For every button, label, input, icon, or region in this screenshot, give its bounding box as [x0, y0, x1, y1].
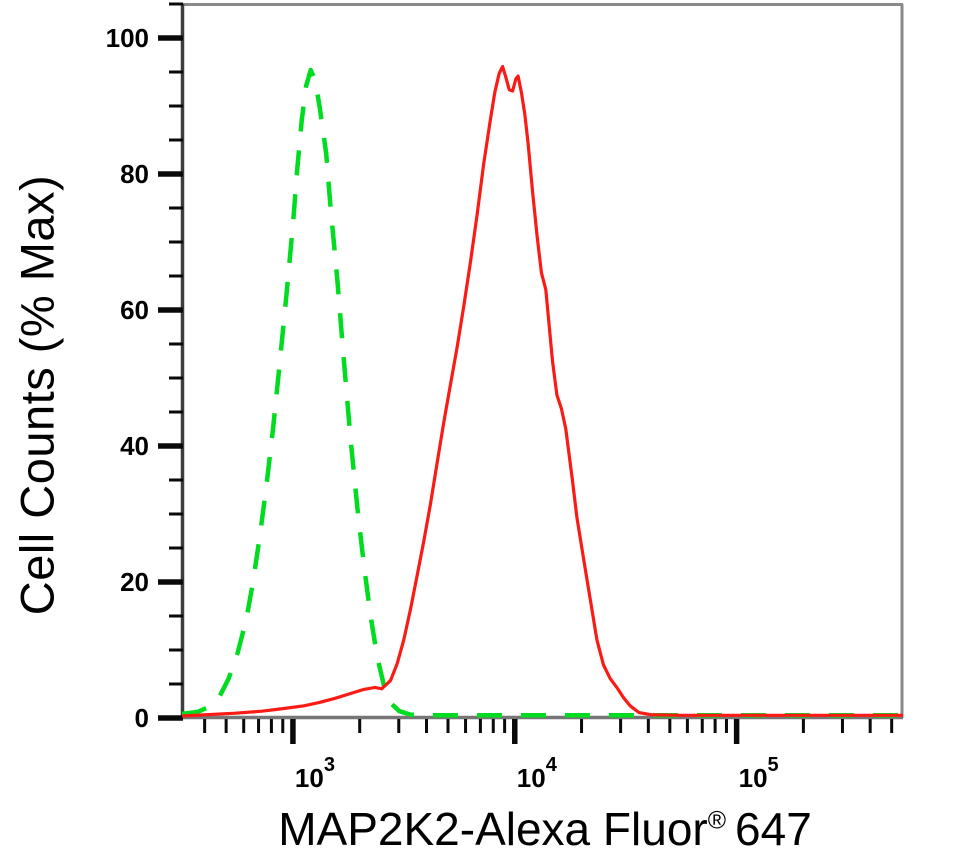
x-axis-title-main: MAP2K2-Alexa Fluor — [278, 803, 708, 855]
y-tick-label: 100 — [106, 23, 149, 53]
red-solid-curve — [181, 64, 903, 718]
y-tick-label: 80 — [120, 159, 149, 189]
y-tick-label: 40 — [120, 431, 149, 461]
x-tick-label: 104 — [517, 754, 558, 793]
y-tick-label: 20 — [120, 567, 149, 597]
y-tick-label: 60 — [120, 295, 149, 325]
x-tick-label: 105 — [739, 754, 779, 793]
x-tick-label: 103 — [295, 754, 335, 793]
x-axis-title: MAP2K2-Alexa Fluor® 647 — [278, 802, 812, 856]
x-axis-title-suffix: 647 — [735, 803, 812, 855]
green-dashed-curve — [181, 67, 903, 718]
registered-trademark-icon: ® — [707, 807, 727, 835]
y-axis-title: Cell Counts (% Max) — [10, 174, 64, 616]
y-tick-label: 0 — [135, 703, 149, 733]
